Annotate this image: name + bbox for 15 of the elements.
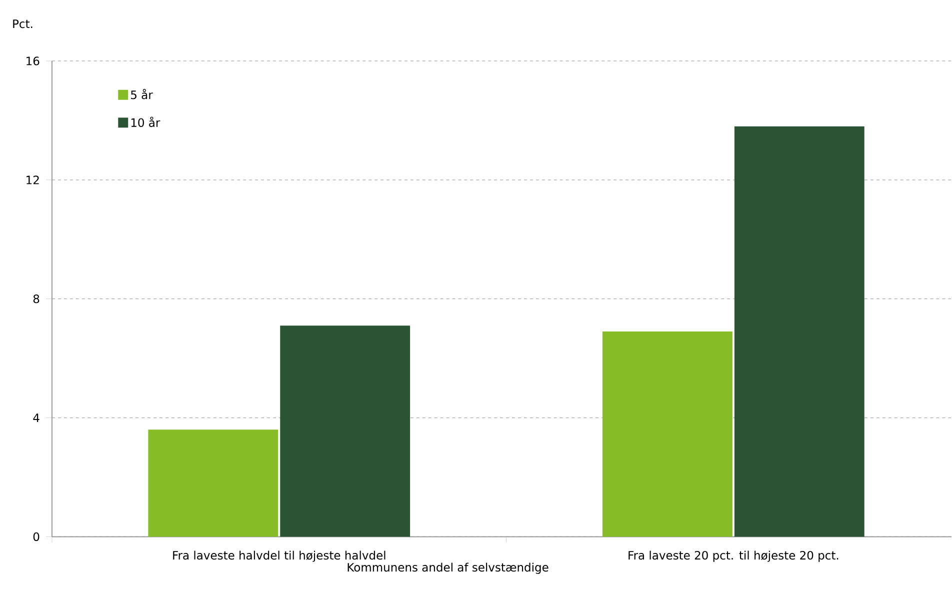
bar — [148, 430, 278, 537]
bar — [602, 332, 732, 537]
bar — [734, 126, 864, 537]
y-tick-label: 4 — [33, 414, 40, 422]
y-tick-label: 8 — [33, 294, 40, 304]
x-tick-label: Fra laveste halvdel til højeste halvdel — [173, 550, 386, 562]
legend-label: 10 år — [131, 116, 160, 128]
y-tick-label: 12 — [26, 176, 39, 184]
x-tick-label: Fra laveste 20 pct. til højeste 20 pct. — [628, 550, 838, 562]
y-axis-title: Pct. — [13, 20, 32, 28]
x-axis-title: Kommunens andel af selvstændige — [348, 562, 548, 574]
legend-label: 5 år — [131, 89, 153, 100]
y-tick-label: 16 — [26, 56, 40, 66]
y-tick-label: 0 — [33, 532, 40, 542]
bar — [280, 326, 410, 537]
